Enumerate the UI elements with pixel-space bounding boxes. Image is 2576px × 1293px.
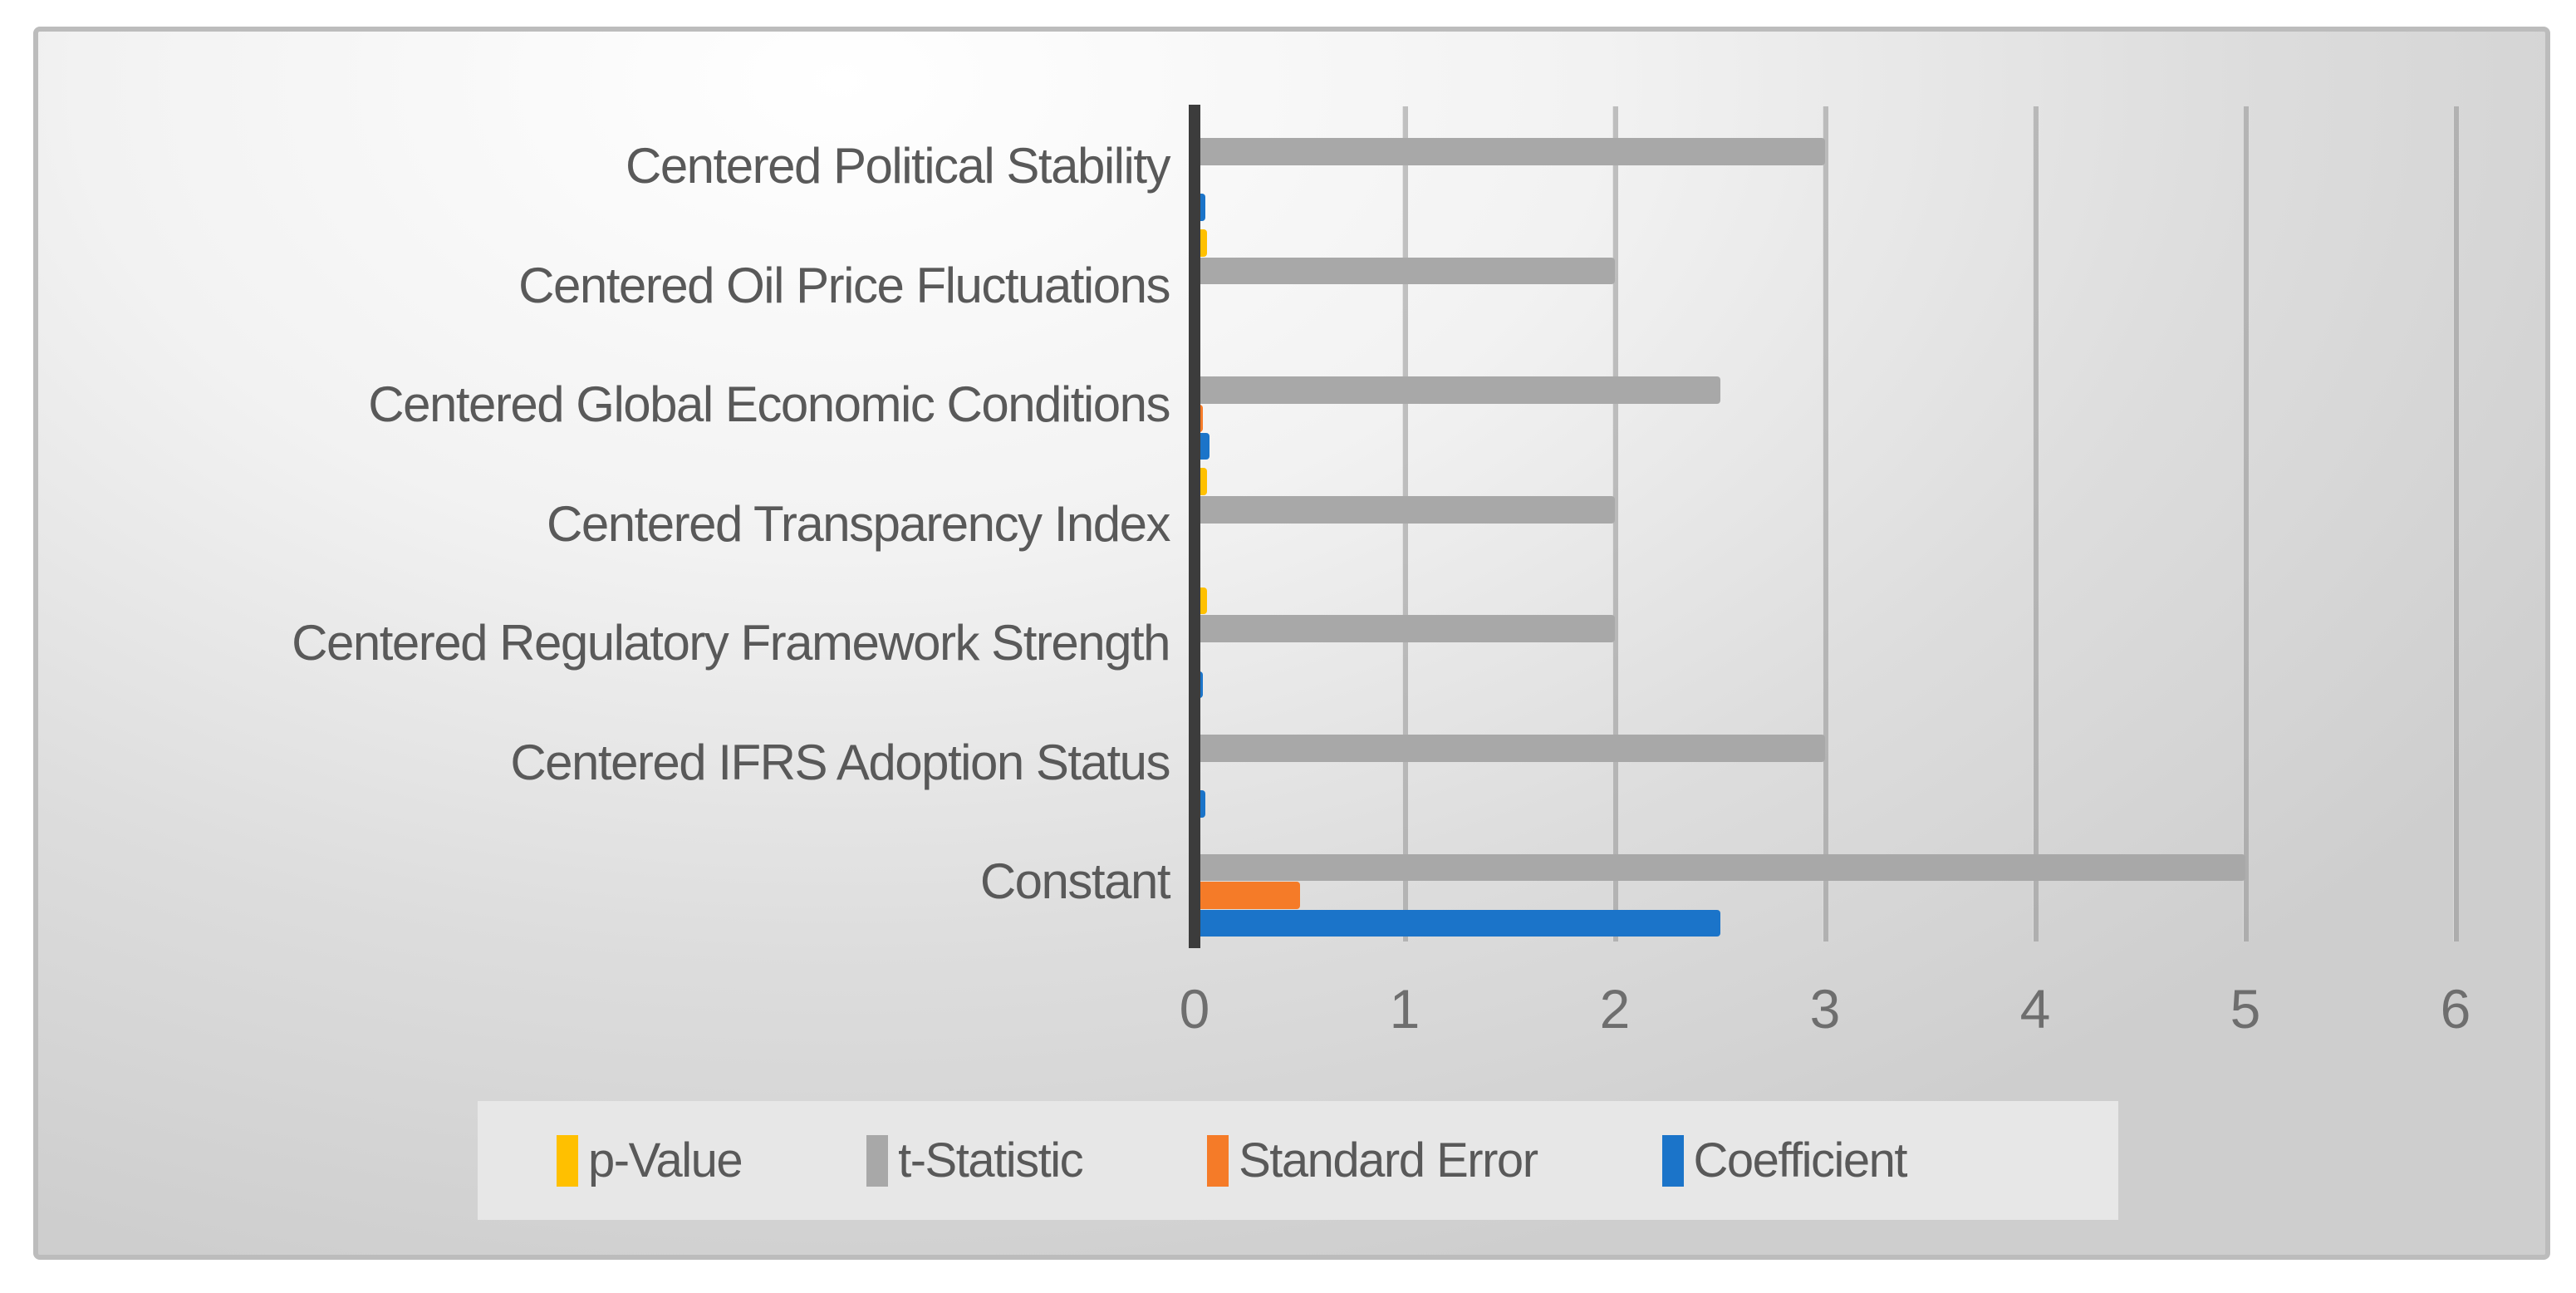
legend-label-p-value: p-Value bbox=[588, 1133, 743, 1187]
category-label-centered-political-stability: Centered Political Stability bbox=[625, 138, 1171, 194]
category-label-centered-regulatory-framework-strength: Centered Regulatory Framework Strength bbox=[292, 615, 1170, 671]
legend-item-standard-error: Standard Error bbox=[1207, 1133, 1538, 1188]
bar-t-statistic bbox=[1195, 853, 2245, 882]
bar-t-statistic bbox=[1195, 615, 1615, 643]
legend-item-t-statistic: t-Statistic bbox=[866, 1133, 1084, 1188]
bar-t-statistic bbox=[1195, 138, 1825, 165]
x-tick-label-2: 2 bbox=[1599, 978, 1631, 1040]
legend: p-Value t-Statistic Standard Error Coeffici… bbox=[478, 1101, 2118, 1220]
bar-t-statistic bbox=[1195, 376, 1720, 404]
x-tick-label-3: 3 bbox=[1809, 978, 1841, 1040]
x-tick-label-4: 4 bbox=[2019, 978, 2051, 1040]
category-label-centered-oil-price-fluctuations: Centered Oil Price Fluctuations bbox=[518, 257, 1170, 313]
category-label-constant: Constant bbox=[979, 853, 1171, 910]
gridline-5 bbox=[2243, 106, 2249, 941]
category-label-centered-transparency-index: Centered Transparency Index bbox=[547, 495, 1170, 552]
bar-t-statistic bbox=[1195, 495, 1615, 524]
gridline-1 bbox=[1402, 106, 1408, 941]
x-tick-label-1: 1 bbox=[1389, 978, 1420, 1040]
value-axis-line bbox=[1189, 105, 1200, 948]
plot-area: Centered Political Stability Centered Oil… bbox=[38, 32, 2545, 1255]
legend-item-coefficient: Coefficient bbox=[1661, 1133, 1908, 1188]
bar-t-statistic bbox=[1195, 257, 1615, 285]
legend-swatch-coefficient bbox=[1661, 1134, 1684, 1187]
legend-label-coefficient: Coefficient bbox=[1693, 1133, 1908, 1187]
gridline-6 bbox=[2453, 106, 2459, 941]
x-tick-label-6: 6 bbox=[2440, 978, 2471, 1040]
legend-swatch-p-value bbox=[557, 1134, 578, 1187]
bar-t-statistic bbox=[1195, 735, 1825, 762]
gridline-4 bbox=[2033, 106, 2039, 941]
legend-label-standard-error: Standard Error bbox=[1239, 1133, 1538, 1187]
legend-swatch-standard-error bbox=[1207, 1134, 1229, 1187]
legend-label-t-statistic: t-Statistic bbox=[898, 1133, 1084, 1187]
gridline-2 bbox=[1612, 106, 1618, 941]
bar-standard-error bbox=[1195, 882, 1300, 909]
category-label-centered-global-economic-conditions: Centered Global Economic Conditions bbox=[368, 376, 1170, 433]
category-label-centered-ifrs-adoption-status: Centered IFRS Adoption Status bbox=[510, 734, 1170, 790]
legend-item-p-value: p-Value bbox=[557, 1133, 743, 1188]
chart-frame: Centered Political Stability Centered Oil… bbox=[33, 27, 2550, 1260]
legend-swatch-t-statistic bbox=[866, 1134, 889, 1187]
bar-coefficient bbox=[1195, 909, 1720, 937]
gridline-3 bbox=[1823, 106, 1828, 941]
x-tick-label-5: 5 bbox=[2230, 978, 2261, 1040]
x-tick-label-0: 0 bbox=[1179, 978, 1210, 1040]
